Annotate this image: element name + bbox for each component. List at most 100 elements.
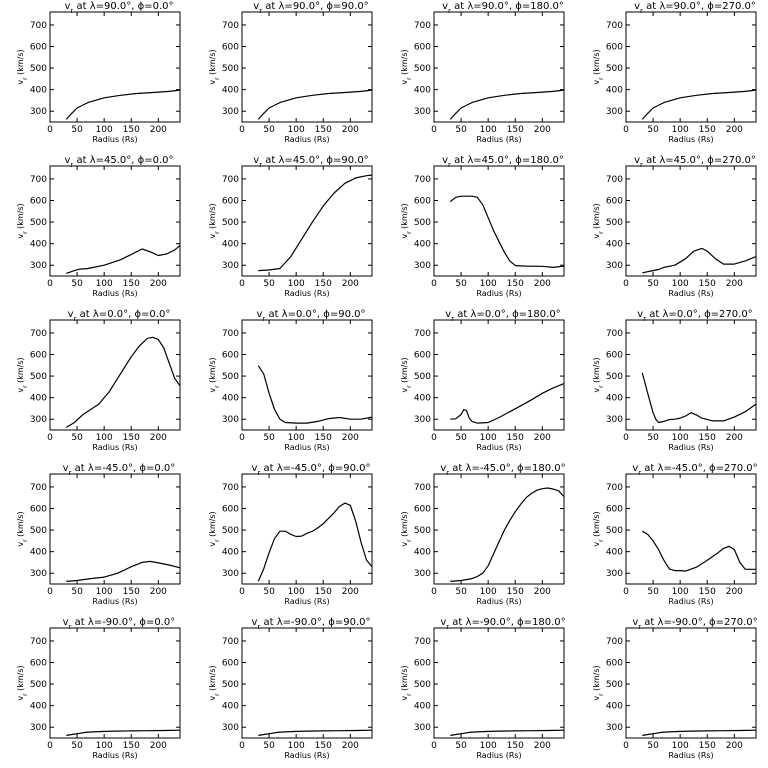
y-tick-label: 300 xyxy=(222,107,239,117)
x-axis-label: Radius (Rs) xyxy=(284,597,329,606)
subplot: vr at λ=45.0°, ϕ=180.0°0 50 100 150 20030040… xyxy=(400,155,565,298)
ylabel-subscript: r xyxy=(22,77,29,80)
ylabel-symbol: v xyxy=(400,542,409,547)
y-tick-label: 700 xyxy=(606,175,623,185)
x-tick-label: 200 xyxy=(150,587,167,597)
y-axis-label: vr (km/s) xyxy=(16,203,29,238)
title-text: at λ=-90.0°, ϕ=0.0° xyxy=(71,617,175,628)
series-line xyxy=(449,89,565,120)
x-tick-label: 50 xyxy=(263,279,275,289)
ylabel-unit: (km/s) xyxy=(208,665,217,693)
plot-title: vr at λ=-45.0°, ϕ=270.0° xyxy=(632,463,757,477)
plot-frame xyxy=(625,319,757,431)
x-axis-label: Radius (Rs) xyxy=(284,289,329,298)
title-text: at λ=0.0°, ϕ=270.0° xyxy=(646,309,753,320)
title-symbol: v xyxy=(632,617,638,628)
plot-frame xyxy=(433,11,565,123)
x-tick-label: 200 xyxy=(150,433,167,443)
y-tick-label: 300 xyxy=(606,107,623,117)
series-line xyxy=(642,247,757,274)
series-line xyxy=(66,729,181,736)
x-axis-label: Radius (Rs) xyxy=(668,443,713,452)
plot-title: vr at λ=0.0°, ϕ=90.0° xyxy=(256,309,365,323)
x-tick-label: 200 xyxy=(726,433,743,443)
plot-frame xyxy=(49,11,181,123)
x-tick-label: 0 xyxy=(239,741,245,751)
x-tick-label: 50 xyxy=(455,741,467,751)
plot-title: vr at λ=-90.0°, ϕ=0.0° xyxy=(63,617,176,631)
x-tick-label: 0 xyxy=(239,279,245,289)
x-tick-label: 100 xyxy=(672,279,689,289)
x-axis-label: Radius (Rs) xyxy=(476,289,521,298)
y-tick-label: 700 xyxy=(414,637,431,647)
y-tick-label: 400 xyxy=(222,394,239,404)
x-tick-label: 50 xyxy=(647,279,659,289)
ylabel-symbol: v xyxy=(592,696,601,701)
x-axis-label: Radius (Rs) xyxy=(92,289,137,298)
x-tick-label: 200 xyxy=(726,125,743,135)
y-axis-label: vr (km/s) xyxy=(400,49,413,84)
x-tick-label: 0 xyxy=(47,741,53,751)
x-tick-label: 200 xyxy=(150,125,167,135)
ylabel-subscript: r xyxy=(598,385,605,388)
plot-title: vr at λ=-45.0°, ϕ=180.0° xyxy=(440,463,565,477)
series-line xyxy=(642,729,757,736)
title-subscript: r xyxy=(259,7,262,15)
title-text: at λ=-90.0°, ϕ=270.0° xyxy=(641,617,758,628)
title-text: at λ=-45.0°, ϕ=0.0° xyxy=(71,463,175,474)
y-tick-label: 400 xyxy=(30,86,47,96)
x-axis-label: Radius (Rs) xyxy=(92,443,137,452)
y-tick-label: 500 xyxy=(222,64,239,74)
x-tick-label: 100 xyxy=(480,125,497,135)
title-symbol: v xyxy=(442,1,448,12)
ylabel-unit: (km/s) xyxy=(208,203,217,231)
title-subscript: r xyxy=(69,623,72,631)
ylabel-symbol: v xyxy=(16,234,25,239)
subplot: vr at λ=-45.0°, ϕ=180.0°0 50 100 150 2003004… xyxy=(400,463,566,606)
y-tick-label: 400 xyxy=(606,86,623,96)
x-tick-label: 50 xyxy=(263,587,275,597)
title-subscript: r xyxy=(74,315,77,323)
x-tick-label: 50 xyxy=(71,587,83,597)
subplot: vr at λ=90.0°, ϕ=0.0°0 50 100 150 2003004005… xyxy=(16,1,181,144)
x-axis-label: Radius (Rs) xyxy=(668,135,713,144)
x-axis-label: Radius (Rs) xyxy=(92,135,137,144)
x-tick-label: 150 xyxy=(315,125,332,135)
subplot: vr at λ=-90.0°, ϕ=90.0°0 50 100 150 20030040… xyxy=(208,617,373,760)
y-axis-label: vr (km/s) xyxy=(16,357,29,392)
y-axis-label: vr (km/s) xyxy=(16,665,29,700)
subplot: vr at λ=0.0°, ϕ=180.0°0 50 100 150 200300400… xyxy=(400,309,565,452)
x-tick-label: 100 xyxy=(288,741,305,751)
y-axis-label: vr (km/s) xyxy=(592,203,605,238)
ylabel-subscript: r xyxy=(214,77,221,80)
x-tick-label: 150 xyxy=(315,741,332,751)
y-tick-label: 700 xyxy=(414,483,431,493)
y-tick-label: 700 xyxy=(414,21,431,31)
x-tick-label: 0 xyxy=(431,587,437,597)
y-tick-label: 700 xyxy=(30,329,47,339)
x-axis-label: Radius (Rs) xyxy=(284,751,329,760)
y-tick-label: 400 xyxy=(414,86,431,96)
y-tick-label: 300 xyxy=(606,569,623,579)
y-tick-label: 700 xyxy=(222,329,239,339)
title-text: at λ=45.0°, ϕ=270.0° xyxy=(643,155,756,166)
ylabel-subscript: r xyxy=(22,693,29,696)
x-tick-label: 100 xyxy=(96,587,113,597)
x-axis-label: Radius (Rs) xyxy=(668,289,713,298)
y-tick-label: 500 xyxy=(606,526,623,536)
y-tick-label: 600 xyxy=(30,351,47,361)
subplot: vr at λ=-90.0°, ϕ=180.0°0 50 100 150 2003004… xyxy=(400,617,566,760)
y-tick-label: 400 xyxy=(414,548,431,558)
ylabel-unit: (km/s) xyxy=(400,665,409,693)
title-symbol: v xyxy=(64,1,70,12)
subplot: vr at λ=0.0°, ϕ=270.0°0 50 100 150 200300400… xyxy=(592,309,757,452)
y-tick-label: 700 xyxy=(606,483,623,493)
x-tick-label: 100 xyxy=(96,125,113,135)
x-tick-label: 0 xyxy=(239,433,245,443)
y-tick-label: 500 xyxy=(606,372,623,382)
x-tick-label: 150 xyxy=(123,587,140,597)
x-tick-label: 50 xyxy=(455,125,467,135)
title-text: at λ=90.0°, ϕ=270.0° xyxy=(643,1,756,12)
title-text: at λ=45.0°, ϕ=0.0° xyxy=(73,155,173,166)
y-tick-label: 400 xyxy=(606,394,623,404)
